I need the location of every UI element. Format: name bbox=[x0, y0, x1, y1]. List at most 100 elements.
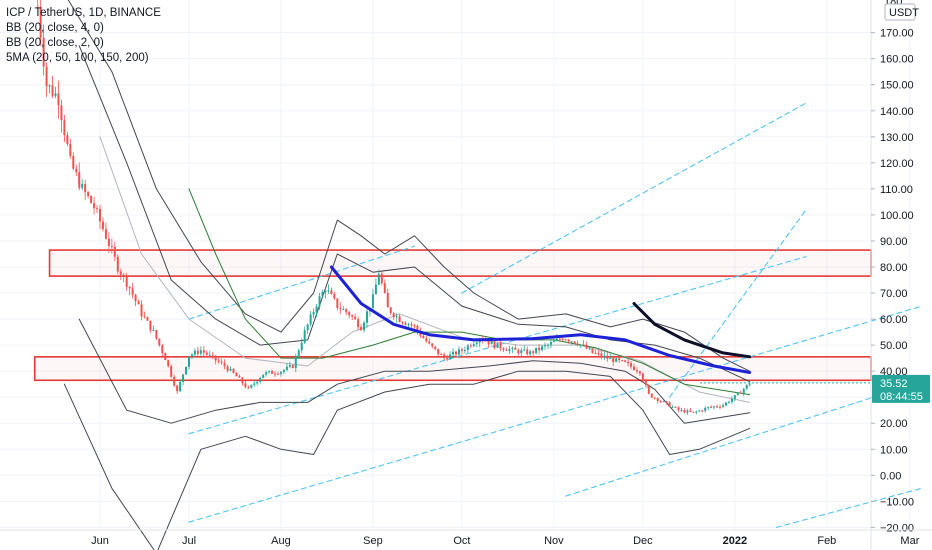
y-tick-label: 90.00 bbox=[880, 236, 908, 248]
candle-body bbox=[271, 371, 274, 374]
candle-body bbox=[437, 348, 440, 355]
candle-body bbox=[161, 345, 164, 354]
legend-ma[interactable]: 5MA (20, 50, 100, 150, 200) bbox=[6, 52, 149, 64]
trend-drawings bbox=[329, 265, 871, 384]
candle-body bbox=[576, 343, 579, 345]
candle-body bbox=[704, 408, 707, 411]
candle-body bbox=[371, 294, 374, 308]
legend-bb2[interactable]: BB (20, close, 2, 0) bbox=[6, 37, 104, 49]
candle-body bbox=[268, 371, 271, 373]
candle-body bbox=[730, 398, 733, 402]
candle-body bbox=[597, 353, 600, 355]
last-price-tag: 35.52 08:44:55 bbox=[872, 374, 930, 403]
candle-body bbox=[386, 292, 389, 308]
y-tick-label: 20.00 bbox=[880, 418, 908, 430]
x-tick-label: Aug bbox=[271, 535, 291, 547]
candle-body bbox=[517, 349, 520, 354]
candle-body bbox=[113, 246, 116, 257]
zone-box bbox=[33, 356, 872, 382]
candle-body bbox=[457, 349, 460, 355]
blue-trend-curve bbox=[329, 265, 752, 374]
candle-body bbox=[428, 341, 431, 344]
candle-body bbox=[279, 371, 282, 374]
candle-body bbox=[472, 344, 475, 347]
candle-body bbox=[413, 325, 416, 327]
y-tick-label: 130.00 bbox=[880, 132, 914, 144]
candle-body bbox=[653, 397, 656, 399]
candle-body bbox=[214, 355, 217, 361]
candle-body bbox=[389, 307, 392, 314]
candle-body bbox=[78, 172, 81, 188]
y-tick-label: 140.00 bbox=[880, 106, 914, 118]
candle-body bbox=[621, 360, 624, 362]
candle-body bbox=[303, 330, 306, 343]
candle-body bbox=[63, 120, 66, 136]
candle-body bbox=[107, 238, 110, 246]
candle-body bbox=[443, 354, 446, 359]
legend-symbol[interactable]: ICP / TetherUS, 1D, BINANCE bbox=[6, 7, 161, 19]
candle-body bbox=[748, 383, 751, 385]
candle-body bbox=[211, 354, 214, 356]
x-tick-label: Mar bbox=[900, 535, 919, 547]
candle-body bbox=[526, 349, 529, 355]
y-tick-label: 100.00 bbox=[880, 210, 914, 222]
candle-body bbox=[351, 315, 354, 317]
candle-body bbox=[122, 274, 125, 276]
candle-body bbox=[564, 339, 567, 341]
candle-body bbox=[146, 317, 149, 321]
black-trend-curve bbox=[632, 302, 752, 359]
candle-body bbox=[609, 357, 612, 359]
candle-body bbox=[176, 385, 179, 392]
candle-body bbox=[226, 366, 229, 371]
candle-body bbox=[683, 409, 686, 413]
candle-body bbox=[440, 354, 443, 356]
candle-body bbox=[232, 368, 235, 373]
candle-body bbox=[707, 407, 710, 409]
candle-body bbox=[99, 208, 101, 222]
candle-body bbox=[199, 350, 202, 354]
candle-body bbox=[208, 354, 211, 356]
price-axis[interactable]: 170.00 160.00 150.00 140.00 130.00 120.00 110.… bbox=[870, 0, 914, 550]
support-resistance-zones bbox=[33, 249, 872, 382]
candle-body bbox=[594, 353, 597, 355]
candlesticks bbox=[36, 0, 751, 415]
candle-body bbox=[532, 351, 535, 354]
channel-line bbox=[565, 381, 923, 497]
candle-body bbox=[274, 373, 277, 375]
zone-box bbox=[48, 249, 872, 277]
candle-body bbox=[434, 346, 437, 349]
candle-body bbox=[66, 135, 69, 145]
candle-body bbox=[422, 335, 425, 339]
candle-body bbox=[39, 6, 42, 38]
channel-line bbox=[775, 487, 923, 528]
candle-body bbox=[446, 358, 449, 360]
candle-body bbox=[463, 350, 466, 352]
candle-body bbox=[182, 374, 185, 382]
candle-body bbox=[104, 229, 107, 239]
currency-badge[interactable]: USDT bbox=[884, 3, 919, 21]
candle-body bbox=[81, 183, 84, 188]
y-tick-label: 70.00 bbox=[880, 288, 908, 300]
y-tick-label: 80.00 bbox=[880, 262, 908, 274]
y-tick-label: 0.00 bbox=[880, 470, 901, 482]
candle-body bbox=[523, 349, 526, 351]
candle-body bbox=[140, 304, 143, 317]
candle-body bbox=[502, 348, 505, 350]
candle-body bbox=[294, 356, 297, 368]
candle-body bbox=[508, 349, 511, 351]
ma-green bbox=[188, 188, 751, 396]
candle-body bbox=[499, 343, 502, 349]
x-tick-label: Jul bbox=[182, 535, 196, 547]
bb4-upper bbox=[67, 0, 751, 372]
candle-body bbox=[336, 298, 339, 309]
time-axis[interactable]: Jun Jul Aug Sep Oct Nov Dec 2022 Feb Mar bbox=[0, 529, 932, 547]
candle-body bbox=[380, 273, 383, 284]
candle-body bbox=[360, 327, 363, 331]
candle-body bbox=[615, 358, 618, 362]
legend-bb4[interactable]: BB (20, close, 4, 0) bbox=[6, 22, 104, 34]
candle-body bbox=[603, 355, 606, 357]
candle-body bbox=[452, 351, 455, 355]
candle-body bbox=[449, 354, 452, 360]
ma-grey bbox=[99, 136, 751, 403]
